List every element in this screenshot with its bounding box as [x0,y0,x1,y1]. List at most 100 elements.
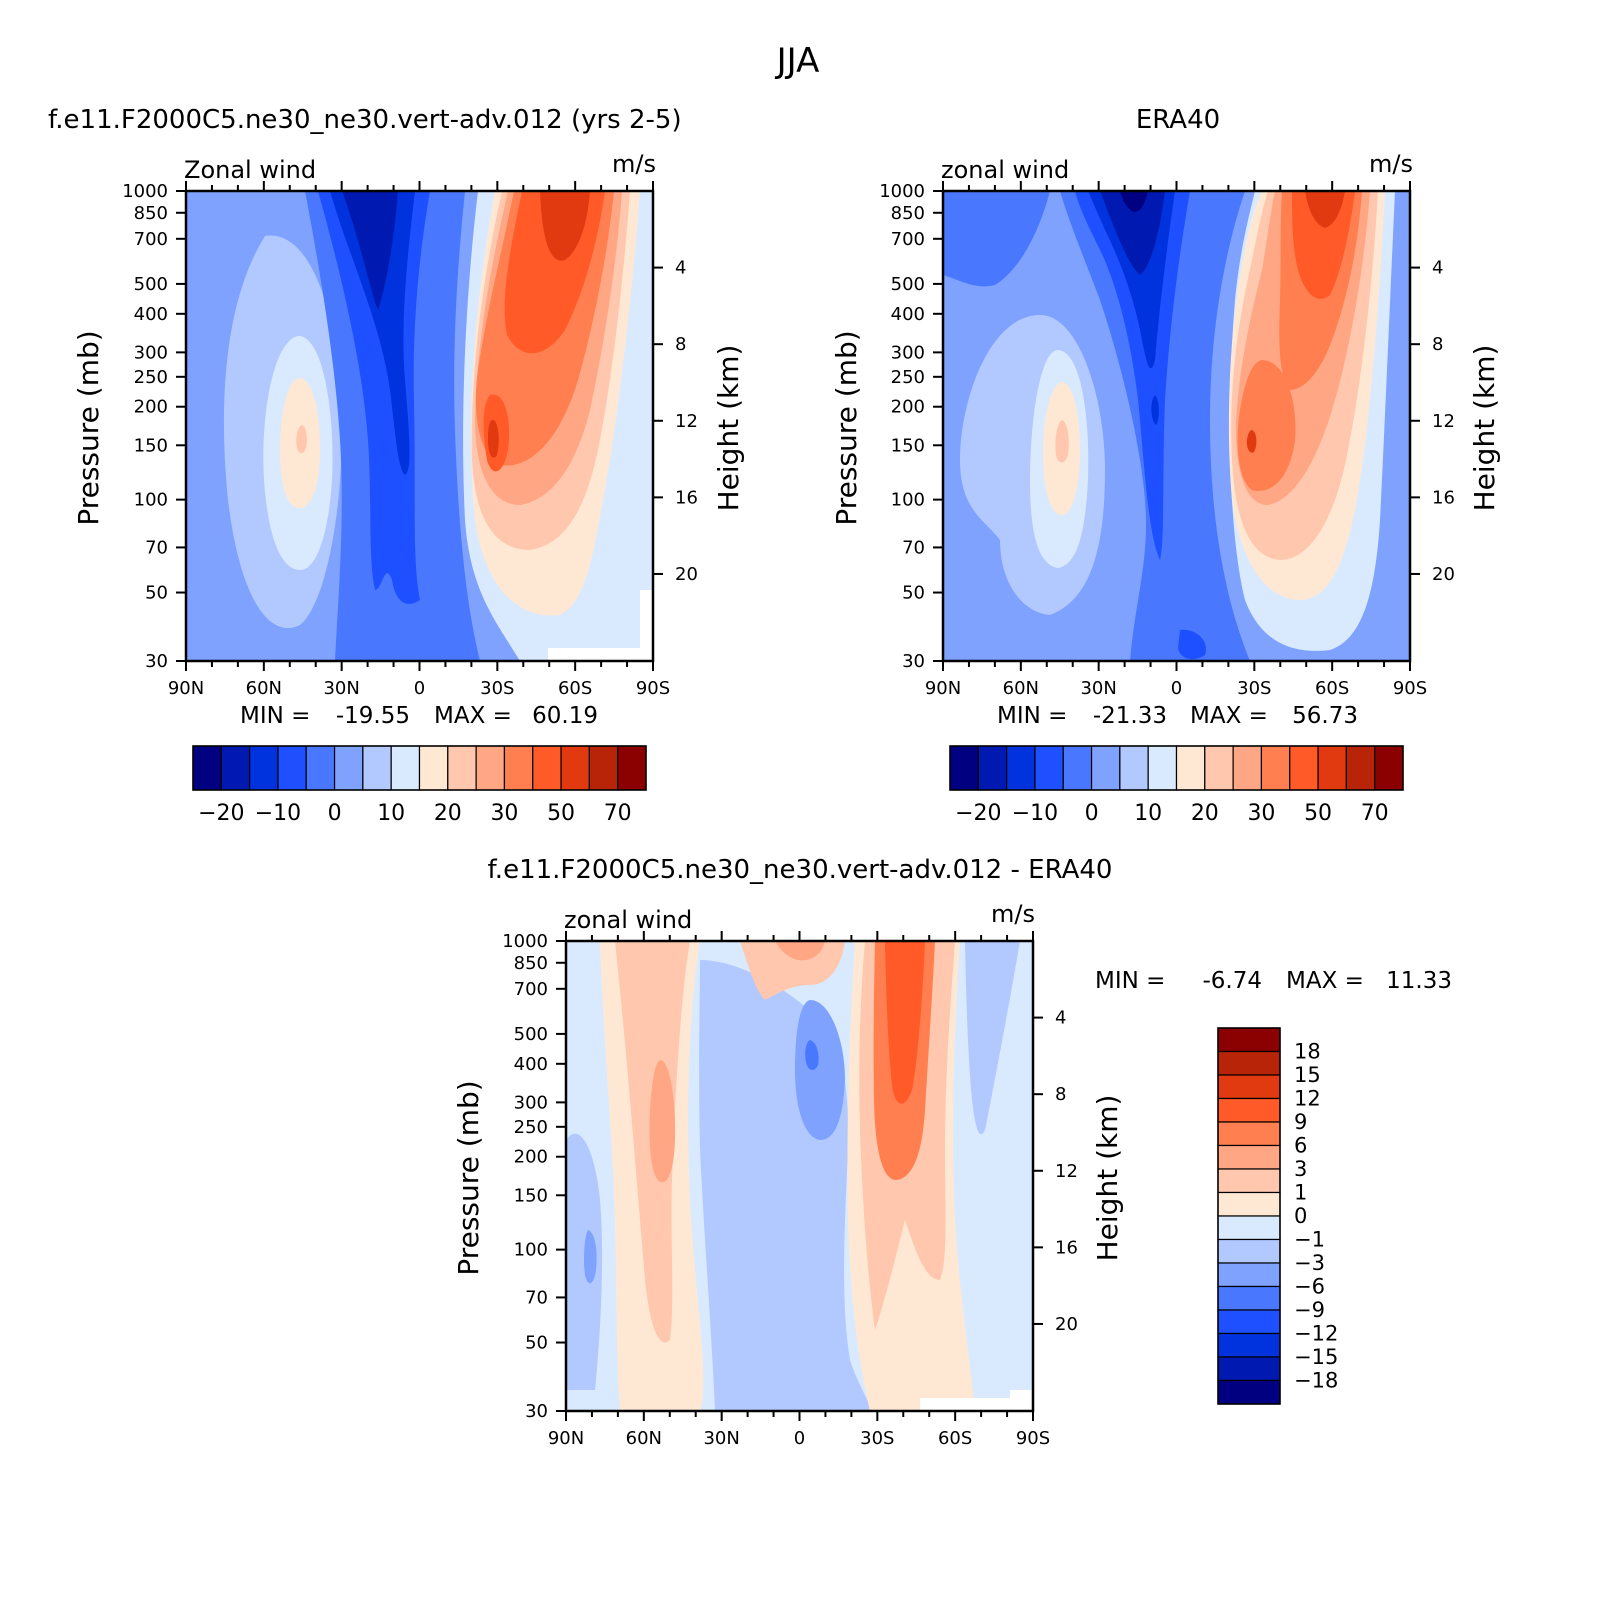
pressure-tick-label: 30 [525,1401,548,1422]
pressure-tick-label: 70 [145,537,168,558]
height-tick-label: 12 [1432,411,1455,432]
panel-diff-max-label: MAX = [1286,968,1364,994]
pressure-tick-label: 850 [514,953,548,974]
height-tick-label: 12 [1055,1161,1078,1182]
panel-era40-colorbar: −20 −10 0 10 20 30 50 70 [949,745,1404,826]
colorbar-swatch [532,745,562,791]
pressure-tick-label: 1000 [879,181,925,202]
height-tick-label: 20 [675,564,698,585]
pressure-tick-label: 200 [514,1147,548,1168]
pressure-tick-label: 200 [891,397,925,418]
colorbar-swatch [1232,745,1263,791]
colorbar-tick-label: 30 [490,801,518,826]
lat-tick-label: 90N [548,1428,584,1449]
colorbar-tick-label: 30 [1247,801,1275,826]
pressure-tick-label: 150 [891,435,925,456]
colorbar-swatch [1217,1121,1281,1147]
pressure-tick-label: 150 [514,1185,548,1206]
pressure-tick-label: 100 [514,1240,548,1261]
colorbar-swatch [617,745,647,791]
height-tick-label: 8 [1055,1084,1066,1105]
pressure-tick-label: 700 [514,979,548,1000]
pressure-tick-label: 250 [891,367,925,388]
panel-model-title: f.e11.F2000C5.ne30_ne30.vert-adv.012 (yr… [48,105,682,135]
colorbar-tick-label: 10 [1134,801,1162,826]
contour-trop-m15 [342,191,398,310]
colorbar-swatch [1119,745,1149,791]
colorbar-tick-label: 0 [328,801,342,826]
colorbar-swatch [560,745,590,791]
colorbar-tick-label: 3 [1294,1157,1307,1181]
colorbar-tick-label: −1 [1294,1228,1325,1252]
pressure-tick-label: 50 [145,583,168,604]
pressure-tick-label: 400 [514,1054,548,1075]
contour-sh-40 [1292,191,1355,299]
colorbar-swatch [1374,745,1404,791]
pressure-tick-label: 50 [902,583,925,604]
colorbar-swatch [949,745,979,791]
colorbar-tick-label: 20 [434,801,462,826]
colorbar-swatch [1217,1309,1281,1335]
lat-tick-label: 60S [558,678,592,699]
panel-era40-field [943,191,1410,661]
panel-diff-field [566,941,1033,1411]
colorbar-swatch [1217,1168,1281,1194]
pressure-tick-label: 100 [891,490,925,511]
panel-model-pressure-axis-label: Pressure (mb) [72,330,105,525]
colorbar-tick-label: 0 [1294,1204,1307,1228]
panel-era40-ticks: 90N 60N 30N 0 30S 60S 90S 30 50 70 100 150 200 250 300… [879,181,1455,699]
colorbar-swatch [390,745,421,791]
pressure-tick-label: 500 [134,274,168,295]
pressure-tick-label: 200 [134,397,168,418]
contour-nh-20 [296,425,307,454]
colorbar-swatch [1260,745,1291,791]
contour-neg-left [566,1133,603,1390]
colorbar-swatch [1217,1238,1281,1264]
colorbar-tick-label: −6 [1294,1275,1325,1299]
contour-sh-40 [483,191,605,472]
panel-diff: f.e11.F2000C5.ne30_ne30.vert-adv.012 - E… [452,855,1452,1449]
panel-era40-title: ERA40 [1136,105,1220,135]
colorbar-swatch [1090,745,1121,791]
pressure-tick-label: 30 [145,651,168,672]
colorbar-swatch [1217,1332,1281,1358]
panel-diff-min-value: -6.74 [1202,968,1262,994]
colorbar-swatch [277,745,307,791]
lat-tick-label: 30S [480,678,514,699]
lat-tick-label: 60N [1003,678,1039,699]
colorbar-tick-label: 15 [1294,1063,1321,1087]
panel-diff-title: f.e11.F2000C5.ne30_ne30.vert-adv.012 - E… [488,855,1113,885]
panel-era40-units: m/s [1369,150,1413,178]
colorbar-swatch [1217,1379,1281,1405]
lat-tick-label: 30S [860,1428,894,1449]
colorbar-swatch [1217,1285,1281,1311]
panel-model-max-value: 60.19 [532,703,598,729]
colorbar-tick-label: 70 [1361,801,1389,826]
pressure-tick-label: 850 [134,203,168,224]
contour-top-pos-2 [775,941,825,961]
colorbar-swatch [220,745,251,791]
lat-tick-label: 90S [636,678,670,699]
panel-model-colorbar: −20 −10 0 10 20 30 50 70 [192,745,647,826]
colorbar-swatch [1204,745,1234,791]
panel-diff-ticks: 90N 60N 30N 0 30S 60S 90S 30 50 70 100 150 200 250 300… [502,931,1078,1449]
height-tick-label: 4 [1432,258,1443,279]
lat-tick-label: 90N [168,678,204,699]
panel-model-left-label: Zonal wind [184,156,316,184]
pressure-tick-label: 400 [134,304,168,325]
pressure-tick-label: 100 [134,490,168,511]
colorbar-tick-label: −9 [1294,1298,1325,1322]
colorbar-swatch [447,745,477,791]
lat-tick-label: 30N [703,1428,739,1449]
colorbar-swatch [192,745,222,791]
panel-model-min-value: -19.55 [336,703,410,729]
lat-tick-label: 0 [794,1428,805,1449]
pressure-tick-label: 150 [134,435,168,456]
pressure-tick-label: 300 [891,342,925,363]
colorbar-swatch [1175,745,1206,791]
panel-diff-min-label: MIN = [1095,968,1165,994]
colorbar-swatch [418,745,449,791]
pressure-tick-label: 1000 [122,181,168,202]
panel-era40-min-value: -21.33 [1093,703,1167,729]
colorbar-swatch [1217,1191,1281,1217]
